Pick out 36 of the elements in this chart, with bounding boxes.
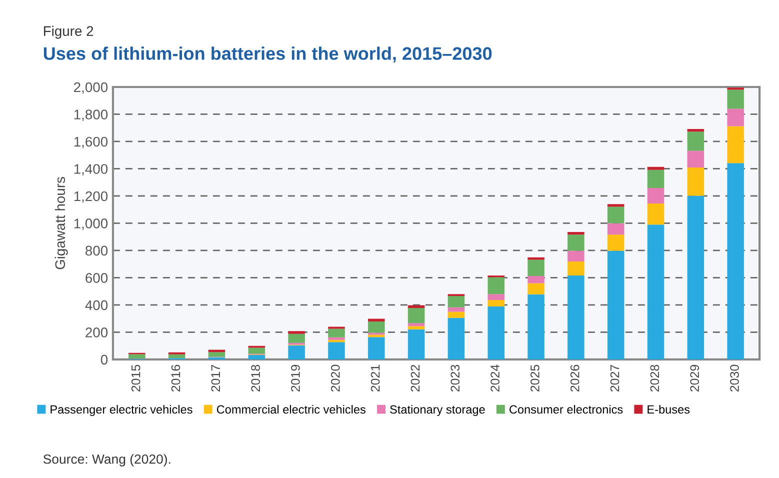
- y-tick-label: 800: [86, 246, 108, 256]
- x-tick-label: 2027: [610, 364, 620, 392]
- legend-label: Stationary storage: [390, 404, 485, 416]
- legend-label: Consumer electronics: [510, 404, 623, 414]
- x-tick-label: 2021: [370, 364, 380, 392]
- y-tick-label: 400: [85, 300, 108, 310]
- y-tick-label: 1,800: [74, 110, 108, 122]
- y-axis-title: Gigawatt hours: [54, 177, 68, 270]
- chart-title: Uses of lithium-ion batteries in the world, 2015–2030: [44, 46, 492, 63]
- x-tick-label: 2028: [650, 364, 660, 392]
- x-tick-label: 2030: [730, 364, 739, 392]
- x-tick-label: 2025: [530, 364, 540, 392]
- y-tick-label: 1,200: [74, 191, 108, 203]
- legend-label: E-buses: [648, 404, 690, 414]
- x-tick-label: 2026: [570, 364, 580, 392]
- y-tick-label: 0: [100, 354, 108, 365]
- y-tick-label: 200: [86, 328, 108, 338]
- y-tick-label: 1,400: [74, 164, 108, 176]
- x-tick-label: 2017: [211, 364, 220, 392]
- y-tick-label: 1,600: [74, 136, 108, 148]
- legend-label: Passenger electric vehicles: [50, 404, 192, 416]
- x-tick-label: 2015: [131, 364, 140, 392]
- legend-label: Commercial electric vehicles: [216, 404, 366, 414]
- source-note: Source: Wang (2020).: [43, 454, 170, 466]
- x-tick-label: 2016: [171, 364, 180, 392]
- y-tick-label: 1,000: [74, 218, 108, 230]
- y-tick-label: 2,000: [74, 82, 108, 94]
- x-tick-label: 2024: [490, 364, 500, 392]
- x-tick-label: 2023: [450, 364, 460, 392]
- x-tick-label: 2018: [251, 364, 260, 392]
- x-tick-label: 2029: [690, 364, 700, 392]
- chart-subtitle: Figure 2: [44, 26, 94, 39]
- x-tick-label: 2019: [291, 364, 300, 392]
- x-tick-label: 2020: [330, 364, 340, 392]
- y-tick-label: 600: [86, 273, 108, 283]
- x-tick-label: 2022: [410, 364, 420, 392]
